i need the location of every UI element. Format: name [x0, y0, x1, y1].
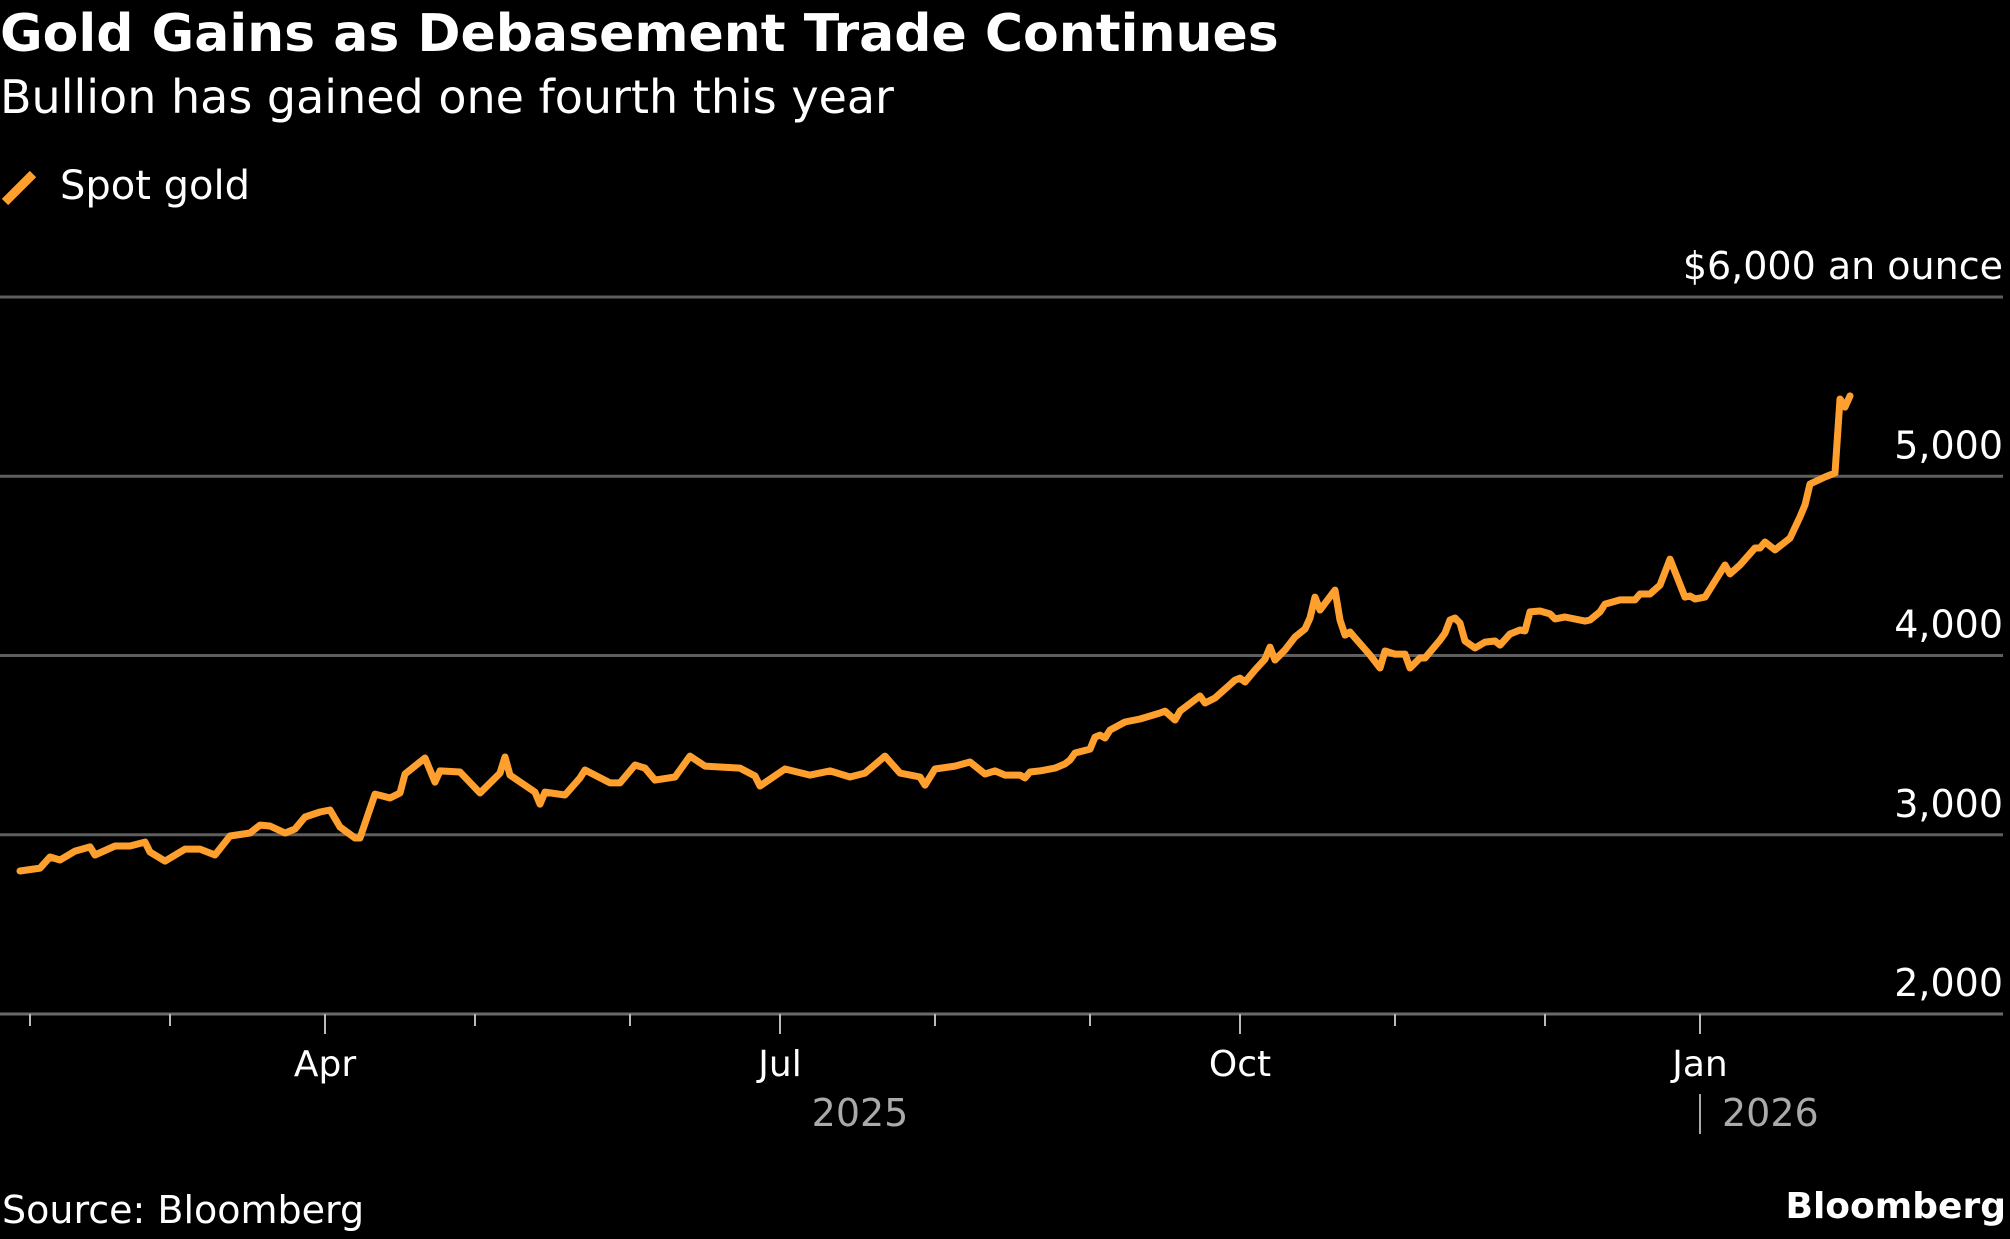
chart-subtitle: Bullion has gained one fourth this year [0, 70, 894, 124]
y-tick-label-5000: 5,000 [1894, 423, 2003, 467]
source-note: Source: Bloomberg [2, 1188, 365, 1232]
y-axis: $6,000 an ounce 5,000 4,000 3,000 2,000 [1683, 244, 2003, 1005]
x-tick-label-apr: Apr [294, 1044, 356, 1085]
x-tick-label-jul: Jul [756, 1044, 801, 1085]
y-tick-label-4000: 4,000 [1894, 603, 2003, 647]
series-line-spot-gold [16, 392, 1854, 875]
chart-title: Gold Gains as Debasement Trade Continues [0, 4, 1279, 64]
legend-line-icon [0, 166, 37, 206]
y-tick-label-3000: 3,000 [1894, 782, 2003, 826]
gridlines [0, 295, 2003, 837]
x-tick-label-jan: Jan [1670, 1044, 1728, 1085]
y-tick-label-2000: 2,000 [1894, 961, 2003, 1005]
x-tick-label-oct: Oct [1209, 1044, 1271, 1085]
legend-label-spot-gold: Spot gold [60, 163, 251, 209]
legend: Spot gold [0, 163, 250, 209]
x-axis: Apr Jul Oct Jan 2025 2026 [0, 1012, 2003, 1135]
bloomberg-logo: Bloomberg [1785, 1186, 2006, 1227]
year-label-2026: 2026 [1722, 1091, 1819, 1135]
series-spot-gold [16, 392, 1854, 875]
y-tick-label-6000: $6,000 an ounce [1683, 244, 2003, 288]
year-label-2025: 2025 [812, 1091, 909, 1135]
